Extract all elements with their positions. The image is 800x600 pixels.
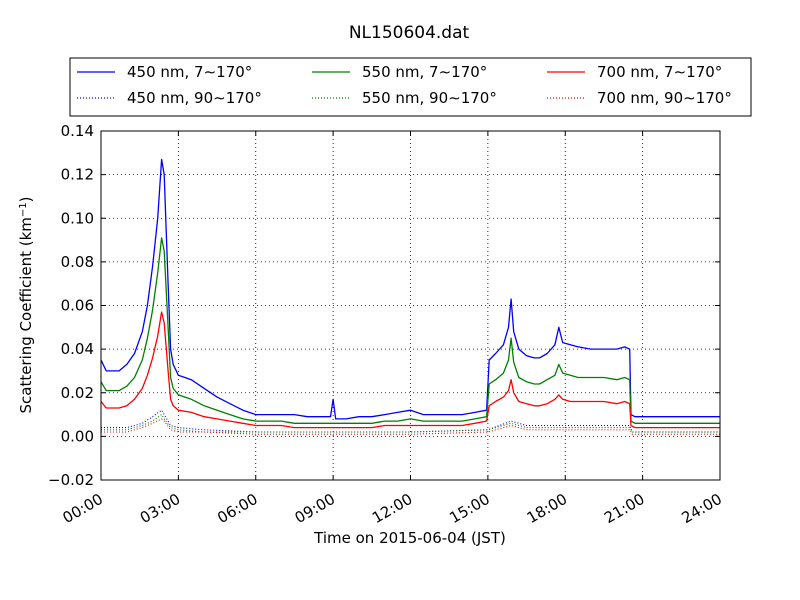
y-tick-label: 0.10: [61, 209, 94, 227]
y-tick-label: 0.00: [61, 427, 94, 445]
y-tick-label: 0.02: [61, 384, 94, 402]
y-axis-title: Scattering Coefficient (km−1): [17, 196, 35, 413]
y-axis-title-sup: −1: [18, 202, 29, 217]
y-tick-label: 0.04: [61, 340, 94, 358]
x-tick-label: 18:00: [524, 490, 570, 527]
x-tick-label: 03:00: [137, 490, 183, 527]
legend-frame: [69, 57, 752, 117]
series-line: [101, 418, 720, 435]
y-tick-label: −0.02: [48, 471, 94, 489]
series-layer: [100, 158, 720, 435]
legend-label: 700 nm, 7∼170°: [597, 63, 722, 81]
x-tick-label: 09:00: [292, 490, 338, 527]
series-line: [100, 311, 720, 429]
x-tick-label: 24:00: [679, 490, 725, 527]
legend-label: 450 nm, 7∼170°: [127, 63, 252, 81]
y-tick-label: 0.12: [61, 166, 94, 184]
legend: 450 nm, 7∼170° 550 nm, 7∼170° 700 nm, 7∼17…: [69, 57, 752, 117]
x-tick-label: 12:00: [369, 490, 415, 527]
x-axis-title: Time on 2015-06-04 (JST): [313, 529, 506, 547]
legend-label: 550 nm, 7∼170°: [362, 63, 487, 81]
legend-label: 450 nm, 90∼170°: [127, 89, 262, 107]
grid: [100, 130, 721, 481]
y-axis-title-main: Scattering Coefficient (km: [17, 217, 35, 413]
y-tick-label: 0.14: [61, 122, 94, 140]
y-tick-label: 0.06: [61, 297, 94, 315]
x-tick-label: 15:00: [446, 490, 492, 527]
y-tick-label: 0.08: [61, 253, 94, 271]
y-axis-title-close: ): [17, 196, 35, 202]
chart-title: NL150604.dat: [349, 23, 470, 43]
x-tick-label: 06:00: [214, 490, 260, 527]
series-line: [101, 414, 720, 433]
legend-label: 700 nm, 90∼170°: [597, 89, 732, 107]
x-tick-label: 21:00: [601, 490, 647, 527]
legend-label: 550 nm, 90∼170°: [362, 89, 497, 107]
series-line: [100, 237, 720, 424]
series-line: [100, 158, 720, 420]
x-tick-label: 00:00: [60, 490, 106, 527]
